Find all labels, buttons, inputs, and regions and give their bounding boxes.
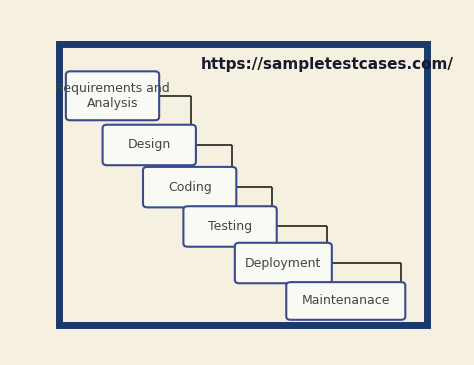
Text: Testing: Testing bbox=[208, 220, 252, 233]
FancyBboxPatch shape bbox=[286, 282, 405, 320]
Text: Deployment: Deployment bbox=[245, 257, 321, 269]
FancyBboxPatch shape bbox=[235, 243, 332, 283]
Text: Design: Design bbox=[128, 138, 171, 151]
FancyBboxPatch shape bbox=[183, 206, 277, 247]
Text: Coding: Coding bbox=[168, 181, 211, 194]
FancyBboxPatch shape bbox=[143, 167, 237, 207]
Text: Requirements and
Analysis: Requirements and Analysis bbox=[55, 82, 170, 110]
FancyBboxPatch shape bbox=[59, 44, 427, 325]
FancyBboxPatch shape bbox=[102, 125, 196, 165]
FancyBboxPatch shape bbox=[66, 71, 159, 120]
Text: Maintenanace: Maintenanace bbox=[301, 295, 390, 307]
Text: https://sampletestcases.com/: https://sampletestcases.com/ bbox=[201, 57, 454, 72]
